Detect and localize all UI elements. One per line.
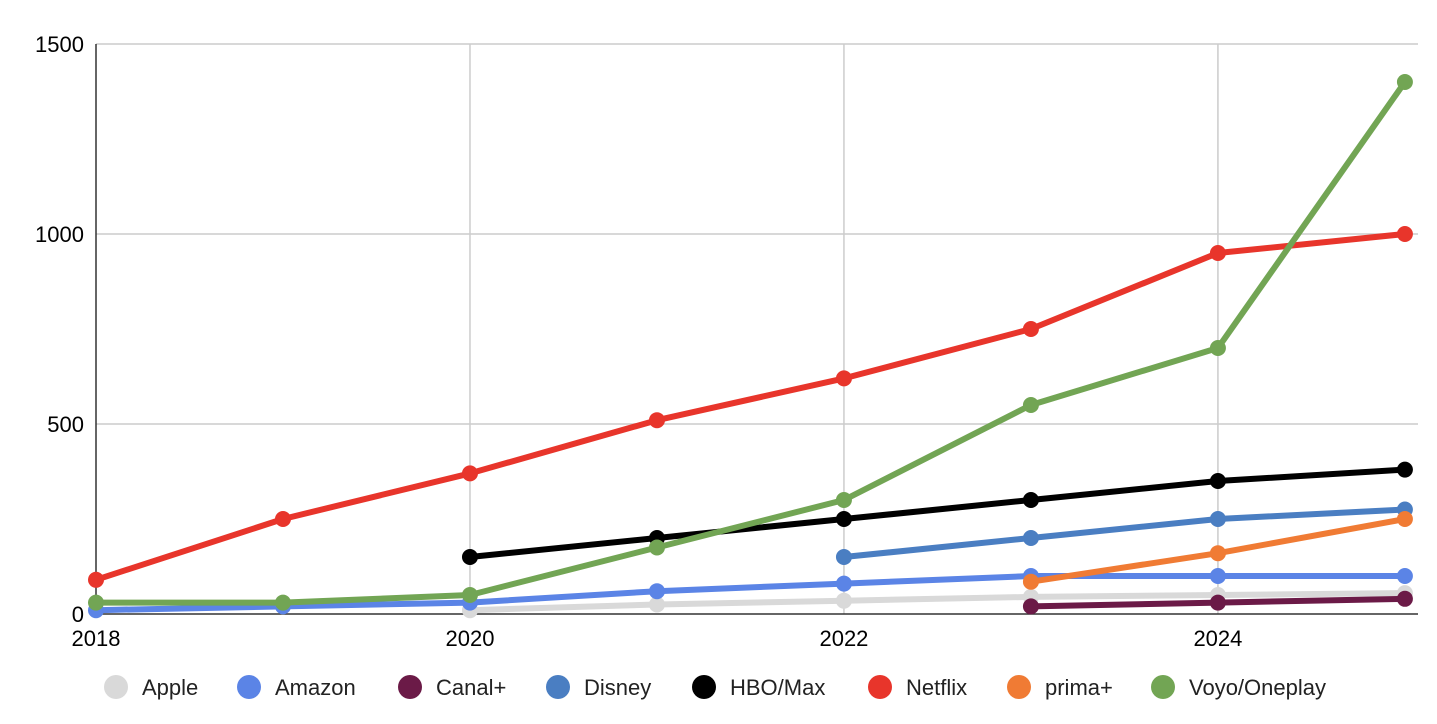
data-point-hbo-max[interactable] (835, 511, 852, 527)
series-line-hbo-max (466, 466, 1408, 560)
data-point-voyo-oneplay[interactable] (835, 492, 852, 508)
axes: 0 500 1000 1500 2018 2020 2022 2024 (35, 32, 1418, 651)
data-point-netflix[interactable] (835, 370, 852, 387)
data-point-netflix[interactable] (88, 571, 104, 588)
data-point-prima[interactable] (1396, 511, 1413, 527)
series-layer (88, 74, 1413, 619)
data-point-netflix[interactable] (274, 511, 291, 527)
legend-item-prima[interactable]: prima+ (1007, 675, 1113, 700)
data-point-netflix[interactable] (461, 465, 478, 482)
series-hbo-max (461, 461, 1413, 565)
data-point-apple[interactable] (835, 592, 852, 609)
legend-item-amazon[interactable]: Amazon (237, 675, 356, 700)
data-point-hbo-max[interactable] (461, 549, 478, 565)
legend-label: Voyo/Oneplay (1189, 675, 1326, 700)
series-canal (1022, 590, 1413, 615)
legend-item-hbo-max[interactable]: HBO/Max (692, 675, 825, 700)
data-point-netflix[interactable] (648, 412, 665, 429)
data-point-hbo-max[interactable] (1396, 461, 1413, 478)
x-tick-label: 2022 (819, 626, 868, 651)
data-point-voyo-oneplay[interactable] (1209, 340, 1226, 356)
x-tick-label: 2018 (72, 626, 121, 651)
legend-label: Amazon (275, 675, 356, 700)
legend-label: Apple (142, 675, 198, 700)
legend-item-canal[interactable]: Canal+ (398, 675, 506, 700)
legend-swatch (1007, 675, 1031, 699)
data-point-prima[interactable] (1209, 545, 1226, 562)
legend-label: Netflix (906, 675, 967, 700)
data-point-amazon[interactable] (648, 583, 665, 600)
data-point-amazon[interactable] (1209, 568, 1226, 584)
data-point-disney[interactable] (1022, 530, 1039, 546)
data-point-voyo-oneplay[interactable] (648, 539, 665, 556)
legend-item-apple[interactable]: Apple (104, 675, 198, 700)
data-point-canal[interactable] (1396, 590, 1413, 607)
y-tick-label: 1000 (35, 222, 84, 247)
series-prima (1022, 511, 1413, 590)
data-point-voyo-oneplay[interactable] (1022, 397, 1039, 413)
series-line-apple (466, 590, 1408, 614)
series-line-disney (840, 506, 1408, 560)
legend-swatch (398, 675, 422, 699)
legend-swatch (692, 675, 716, 699)
data-point-canal[interactable] (1022, 598, 1039, 615)
data-point-disney[interactable] (835, 549, 852, 565)
legend-swatch (104, 675, 128, 699)
data-point-canal[interactable] (1209, 594, 1226, 611)
y-tick-label: 0 (72, 602, 84, 627)
series-line-voyo-oneplay (93, 79, 1408, 606)
legend-item-netflix[interactable]: Netflix (868, 675, 967, 700)
data-point-voyo-oneplay[interactable] (1396, 74, 1413, 90)
data-point-netflix[interactable] (1396, 226, 1413, 242)
grid-lines (96, 43, 1418, 614)
data-point-netflix[interactable] (1022, 321, 1039, 337)
series-line-amazon (93, 573, 1408, 614)
y-tick-label: 1500 (35, 32, 84, 57)
legend-item-disney[interactable]: Disney (546, 675, 651, 700)
x-tick-label: 2020 (445, 626, 494, 651)
series-netflix (88, 226, 1413, 588)
data-point-apple[interactable] (648, 596, 665, 613)
legend-label: Canal+ (436, 675, 506, 700)
legend: Apple Amazon Canal+ Disney HBO/Max Netflix pri… (104, 675, 1326, 700)
series-voyo-oneplay (88, 74, 1413, 611)
x-tick-label: 2024 (1193, 626, 1242, 651)
legend-swatch (237, 675, 261, 699)
data-point-hbo-max[interactable] (1022, 492, 1039, 508)
data-point-prima[interactable] (1022, 573, 1039, 590)
data-point-voyo-oneplay[interactable] (461, 587, 478, 603)
data-point-hbo-max[interactable] (1209, 473, 1226, 489)
legend-item-voyo-oneplay[interactable]: Voyo/Oneplay (1151, 675, 1326, 700)
legend-swatch (546, 675, 570, 699)
y-tick-label: 500 (47, 412, 84, 437)
data-point-amazon[interactable] (835, 575, 852, 592)
data-point-voyo-oneplay[interactable] (274, 594, 291, 611)
legend-label: Disney (584, 675, 651, 700)
data-point-netflix[interactable] (1209, 245, 1226, 261)
legend-swatch (1151, 675, 1175, 699)
legend-label: HBO/Max (730, 675, 825, 700)
data-point-voyo-oneplay[interactable] (88, 594, 104, 611)
data-point-amazon[interactable] (1396, 568, 1413, 584)
series-line-netflix (93, 231, 1408, 583)
legend-label: prima+ (1045, 675, 1113, 700)
data-point-disney[interactable] (1209, 511, 1226, 527)
legend-swatch (868, 675, 892, 699)
